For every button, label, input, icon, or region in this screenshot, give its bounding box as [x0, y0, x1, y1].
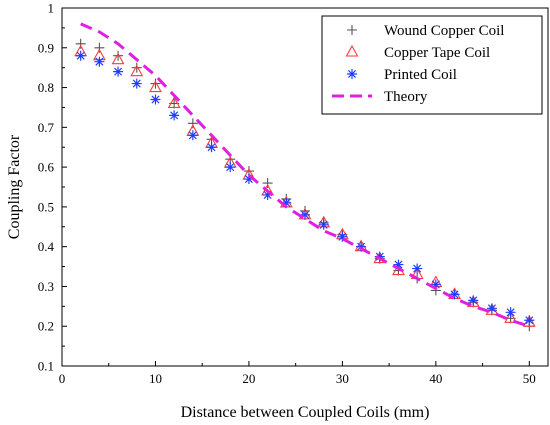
data-point [243, 174, 254, 185]
x-tick-label: 10 [149, 371, 162, 386]
y-axis-label: Coupling Factor [6, 134, 23, 239]
x-tick-label: 30 [336, 371, 349, 386]
data-point [522, 315, 536, 327]
x-axis-label: Distance between Coupled Coils (mm) [181, 404, 430, 421]
y-tick-label: 0.1 [38, 359, 54, 374]
data-point [131, 78, 142, 89]
y-tick-label: 0.5 [38, 199, 54, 214]
y-tick-label: 0.7 [38, 120, 55, 135]
data-point [468, 295, 479, 306]
legend-swatch [347, 69, 357, 79]
data-point [113, 50, 124, 61]
series-layer [74, 22, 536, 332]
y-tick-label: 0.6 [38, 160, 55, 175]
y-tick-label: 0.2 [38, 319, 54, 334]
data-point [524, 315, 535, 326]
data-point [75, 50, 86, 61]
data-point [412, 263, 423, 274]
data-point [262, 178, 273, 189]
y-tick-label: 1 [48, 1, 55, 16]
data-point [187, 130, 198, 141]
data-point [449, 289, 460, 300]
data-point [393, 259, 404, 270]
data-point [337, 231, 348, 242]
series-printed-coil [75, 50, 535, 326]
data-point [262, 189, 273, 200]
data-point [187, 118, 198, 129]
y-tick-label: 0.9 [38, 40, 54, 55]
data-point [130, 64, 144, 77]
data-point [281, 197, 292, 208]
legend: Wound Copper Coil Copper Tape Coil Printed… [321, 15, 543, 115]
data-point [225, 162, 236, 173]
data-point [504, 311, 518, 323]
legend-swatch [347, 25, 357, 35]
data-point [94, 42, 105, 53]
data-point [374, 251, 385, 262]
legend-label: Copper Tape Coil [384, 45, 490, 61]
data-point [466, 295, 480, 307]
x-axis: 0 10 20 30 40 50 [59, 361, 536, 386]
legend-label: Printed Coil [384, 67, 457, 83]
legend-frame [321, 15, 543, 115]
data-point [300, 209, 310, 220]
legend-swatch [345, 44, 359, 57]
x-tick-label: 20 [242, 371, 255, 386]
data-point [111, 52, 125, 65]
data-point [485, 303, 499, 315]
data-point [486, 303, 497, 314]
data-point [150, 78, 161, 89]
data-point [131, 62, 142, 73]
data-point [318, 219, 329, 230]
y-axis: 0.1 0.2 0.3 0.4 0.5 0.6 0.7 0.8 0.9 1 [38, 1, 67, 374]
data-point [167, 96, 181, 109]
data-point [430, 279, 441, 290]
y-tick-label: 0.3 [38, 279, 54, 294]
data-point [75, 38, 86, 49]
legend-label: Wound Copper Coil [384, 23, 504, 39]
data-point [94, 56, 105, 67]
data-point [505, 307, 516, 318]
x-tick-label: 0 [59, 371, 66, 386]
x-tick-label: 40 [429, 371, 442, 386]
y-tick-label: 0.8 [38, 80, 54, 95]
data-point [169, 110, 180, 121]
data-point [149, 80, 162, 93]
data-point [206, 142, 217, 153]
data-point [150, 94, 161, 105]
y-tick-label: 0.4 [38, 239, 55, 254]
data-point [356, 241, 367, 252]
legend-label: Theory [384, 89, 428, 105]
x-tick-label: 50 [523, 371, 536, 386]
data-point [113, 66, 124, 77]
